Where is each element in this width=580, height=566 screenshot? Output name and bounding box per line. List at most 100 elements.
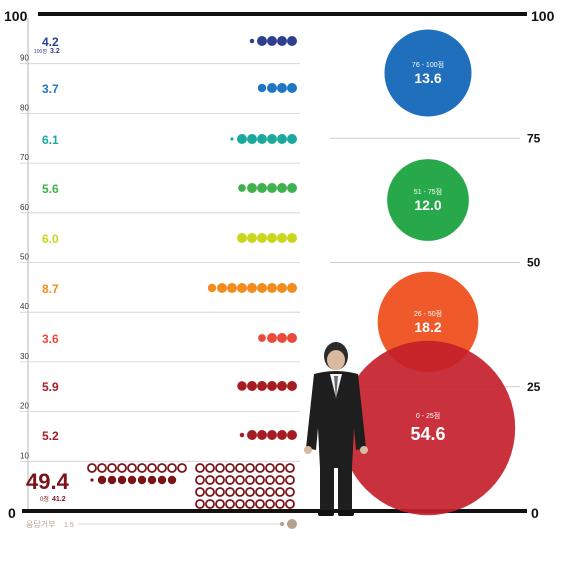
dot-hollow — [235, 475, 245, 485]
dot-partial — [239, 432, 245, 438]
dot-hollow — [107, 463, 117, 473]
dot — [247, 233, 257, 243]
dot — [257, 36, 267, 46]
dot — [257, 283, 267, 293]
dot-hollow — [195, 463, 205, 473]
group-range-label: 26 - 50점 — [414, 310, 442, 318]
dot — [267, 381, 277, 391]
dot-hollow — [167, 463, 177, 473]
dot — [247, 381, 257, 391]
dot-partial — [238, 184, 246, 192]
left-tick-label: 70 — [20, 153, 29, 162]
dot — [137, 475, 147, 485]
dot — [267, 36, 277, 46]
dot-hollow — [275, 475, 285, 485]
dot-hollow — [205, 499, 215, 509]
dot — [237, 283, 247, 293]
dot-hollow — [255, 475, 265, 485]
no-response-label: 응답거부 — [26, 519, 55, 529]
dot — [287, 134, 297, 144]
dot-hollow — [87, 463, 97, 473]
dot — [277, 333, 287, 343]
dot-hollow — [195, 475, 205, 485]
row-value-label: 8.7 — [42, 282, 59, 296]
dot-hollow — [225, 487, 235, 497]
dot-hollow — [177, 463, 187, 473]
dot-hollow — [215, 475, 225, 485]
group-value-label: 13.6 — [414, 70, 441, 86]
right-tick-label: 50 — [527, 256, 541, 270]
dot-hollow — [205, 463, 215, 473]
dot-hollow — [285, 499, 295, 509]
dot — [257, 134, 267, 144]
dot — [117, 475, 127, 485]
dot — [267, 183, 277, 193]
score-row: 3.7 — [42, 82, 297, 96]
dot-partial — [230, 137, 234, 141]
dot-hollow — [255, 463, 265, 473]
score-row: 49.4 0점 41.2 — [26, 463, 295, 509]
score-row: 5.9 — [42, 380, 297, 394]
dot-partial — [249, 38, 255, 44]
dot — [277, 233, 287, 243]
dot — [247, 283, 257, 293]
dot — [167, 475, 177, 485]
dot-hollow — [205, 475, 215, 485]
dot — [277, 430, 287, 440]
group-bubble-circle — [387, 159, 469, 241]
dot-hollow — [127, 463, 137, 473]
dot-hollow — [275, 499, 285, 509]
dot — [277, 283, 287, 293]
dot-hollow — [245, 487, 255, 497]
dot — [267, 430, 277, 440]
dot — [287, 333, 297, 343]
no-response-value: 1.5 — [64, 522, 74, 529]
dot-hollow — [285, 487, 295, 497]
right-tick-label: 75 — [527, 131, 541, 145]
left-tick-label: 90 — [20, 54, 29, 63]
dot — [127, 475, 137, 485]
group-range-label: 76 - 100점 — [412, 61, 444, 69]
dot-hollow — [215, 463, 225, 473]
right-tick-label: 25 — [527, 380, 541, 394]
dot-hollow — [147, 463, 157, 473]
dot — [217, 283, 227, 293]
dot — [277, 381, 287, 391]
dot-partial — [257, 83, 267, 93]
dot-hollow — [225, 463, 235, 473]
group-value-label: 18.2 — [414, 319, 441, 335]
dot-hollow — [215, 487, 225, 497]
dot — [107, 475, 117, 485]
dot-hollow — [117, 463, 127, 473]
group-bubble: 0 - 25점 54.6 — [340, 340, 516, 516]
row-sub-label: 0점 — [40, 496, 49, 503]
dot — [287, 381, 297, 391]
score-row: 3.6 — [42, 332, 297, 346]
left-tick-label: 10 — [20, 451, 29, 460]
row-value-label: 5.2 — [42, 429, 59, 443]
dot — [287, 283, 297, 293]
dot-hollow — [265, 463, 275, 473]
dot-partial — [207, 283, 217, 293]
score-row: 8.7 — [42, 282, 297, 296]
dot-hollow — [245, 499, 255, 509]
dot-hollow — [157, 463, 167, 473]
row-value-label: 3.7 — [42, 82, 59, 96]
score-row: 6.0 — [42, 232, 297, 246]
left-tick-labels: 90 80 70 60 50 40 30 20 10 — [20, 54, 300, 462]
dot-hollow — [215, 499, 225, 509]
dot — [237, 233, 247, 243]
row-value-label: 3.6 — [42, 332, 59, 346]
dot-hollow — [97, 463, 107, 473]
dot — [277, 36, 287, 46]
row-value-label: 5.6 — [42, 182, 59, 196]
dot-hollow — [225, 475, 235, 485]
row-sub-value: 41.2 — [52, 496, 66, 503]
dot — [227, 283, 237, 293]
group-value-label: 54.6 — [410, 424, 445, 444]
dot-hollow — [255, 487, 265, 497]
row-sub-label: 100점 — [34, 48, 47, 55]
